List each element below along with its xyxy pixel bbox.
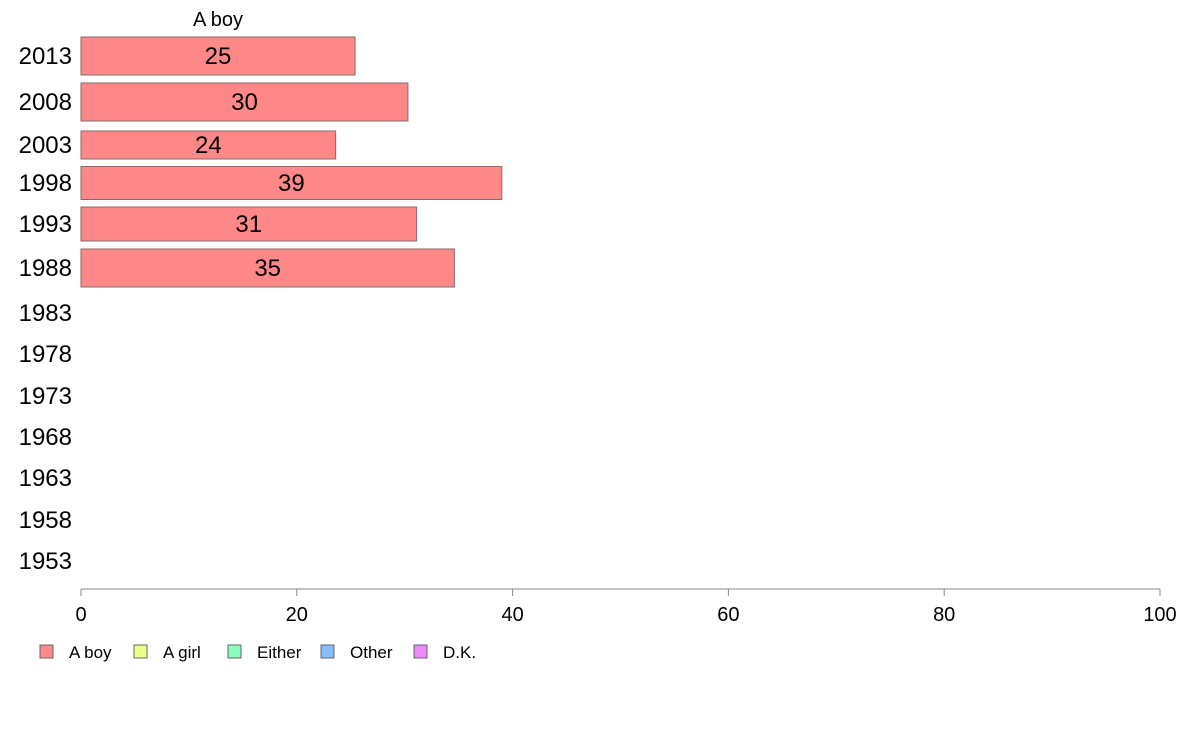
data-label-1988: 35: [254, 255, 281, 282]
category-label-2003: 2003: [19, 132, 72, 159]
x-tick-label-40: 40: [501, 604, 523, 626]
category-label-2013: 2013: [19, 43, 72, 70]
x-axis: 0 20 40 60 80 100: [75, 588, 1177, 626]
category-label-1993: 1993: [19, 211, 72, 238]
legend-swatch-1: [133, 644, 148, 659]
category-label-2008: 2008: [19, 89, 72, 116]
legend-swatch-0: [39, 644, 54, 659]
category-label-1998: 1998: [19, 170, 72, 197]
data-label-2013: 25: [205, 43, 232, 70]
series-title: A boy: [193, 9, 243, 31]
category-label-1968: 1968: [19, 424, 72, 451]
data-label-1998: 39: [278, 170, 305, 197]
bar-2003: [80, 130, 337, 160]
bar-1993: [80, 206, 418, 242]
bar-1998: [80, 166, 503, 200]
category-label-1958: 1958: [19, 507, 72, 534]
x-tick-label-100: 100: [1143, 604, 1176, 626]
category-label-1978: 1978: [19, 341, 72, 368]
legend-label-1: A girl: [163, 643, 201, 662]
legend-label-0: A boy: [69, 643, 112, 662]
x-tick-label-0: 0: [75, 604, 86, 626]
data-label-2003: 24: [195, 132, 222, 159]
data-label-2008: 30: [231, 89, 258, 116]
x-tick-label-60: 60: [717, 604, 739, 626]
legend-label-4: D.K.: [443, 643, 476, 662]
category-label-1983: 1983: [19, 300, 72, 327]
bar-2008: [80, 82, 409, 122]
legend: A boy A girl Either Other D.K.: [39, 643, 476, 662]
bar-2013: [80, 36, 356, 76]
legend-swatch-2: [227, 644, 242, 659]
bars: 25 30 24 39 31 35: [80, 36, 503, 288]
legend-label-2: Either: [257, 643, 302, 662]
category-label-1963: 1963: [19, 465, 72, 492]
legend-swatch-3: [320, 644, 335, 659]
legend-label-3: Other: [350, 643, 393, 662]
x-tick-label-20: 20: [286, 604, 308, 626]
bar-1988: [80, 248, 455, 288]
category-label-1953: 1953: [19, 548, 72, 575]
category-labels: 2013 2008 2003 1998 1993 1988 1983 1978 1973 1968…: [19, 43, 72, 575]
legend-swatch-4: [413, 644, 428, 659]
category-label-1973: 1973: [19, 383, 72, 410]
data-label-1993: 31: [235, 211, 262, 238]
category-label-1988: 1988: [19, 255, 72, 282]
x-tick-label-80: 80: [933, 604, 955, 626]
